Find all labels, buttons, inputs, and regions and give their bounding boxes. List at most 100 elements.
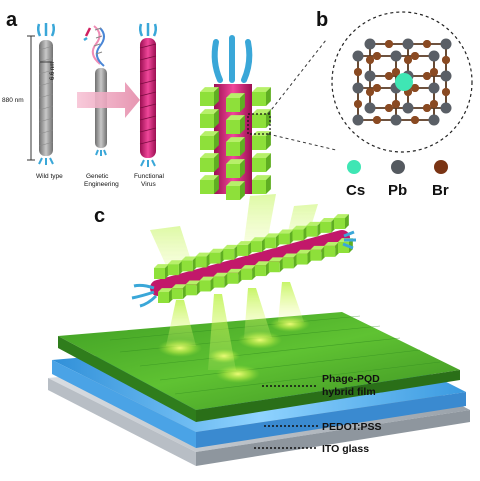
pqd-cube bbox=[226, 137, 245, 156]
pqd-cube bbox=[292, 225, 308, 241]
br-atom bbox=[373, 52, 381, 60]
br-atom bbox=[430, 68, 438, 76]
pqd-cube bbox=[241, 265, 256, 280]
wild-type-phage: 6.6 nm bbox=[36, 23, 56, 165]
pqd-cube bbox=[209, 248, 225, 264]
pqd-cube bbox=[200, 109, 219, 128]
pqd-cube bbox=[254, 261, 270, 277]
pb-atom bbox=[428, 82, 440, 94]
pqd-cube bbox=[227, 268, 243, 284]
pqd-cube bbox=[181, 256, 197, 272]
pqd-cube bbox=[268, 257, 284, 273]
pb-atom bbox=[440, 70, 452, 82]
pb-atom bbox=[352, 50, 364, 62]
pb-atom bbox=[364, 102, 376, 114]
pb-atom bbox=[352, 82, 364, 94]
panel-b: b Cs Pb Br bbox=[267, 9, 473, 199]
br-atom bbox=[423, 104, 431, 112]
br-atom bbox=[385, 40, 393, 48]
pqd-cube bbox=[296, 249, 312, 265]
pqd-cube bbox=[213, 272, 229, 288]
stage-label-functional: Functional Virus bbox=[134, 173, 165, 188]
width-dimension-label: 6.6 nm bbox=[50, 62, 56, 80]
pqd-cube bbox=[200, 131, 219, 150]
br-atom-icon bbox=[434, 160, 448, 174]
pb-atom-icon bbox=[391, 160, 405, 174]
functional-virus-phage bbox=[138, 23, 158, 167]
panel-a: a 880 nm 6.6 nm bbox=[2, 9, 271, 200]
layer-label-ito: ITO glass bbox=[322, 443, 369, 455]
panel-c: c bbox=[48, 194, 470, 466]
length-dimension-label: 880 nm bbox=[2, 97, 24, 104]
pb-atom bbox=[440, 38, 452, 50]
zoom-box bbox=[247, 113, 271, 135]
br-atom bbox=[373, 84, 381, 92]
element-legend: Cs Pb Br bbox=[346, 160, 449, 199]
pqd-cube bbox=[282, 253, 298, 269]
pqd-cube bbox=[252, 87, 271, 106]
pb-atom bbox=[440, 102, 452, 114]
pb-atom bbox=[390, 114, 402, 126]
pb-atom bbox=[390, 50, 402, 62]
pqd-cube bbox=[252, 131, 271, 150]
pqd-cube bbox=[334, 214, 349, 229]
panel-label-c: c bbox=[94, 205, 105, 227]
cs-atom bbox=[395, 73, 413, 91]
br-atom bbox=[373, 116, 381, 124]
br-atom bbox=[423, 72, 431, 80]
pqd-cube bbox=[158, 288, 173, 303]
pqd-cube bbox=[237, 241, 252, 256]
pb-atom bbox=[428, 50, 440, 62]
br-atom bbox=[411, 84, 419, 92]
phage-pqd-hybrid bbox=[131, 214, 356, 308]
pqd-cube bbox=[252, 109, 271, 128]
br-atom bbox=[354, 100, 362, 108]
br-atom bbox=[423, 40, 431, 48]
pqd-cube bbox=[310, 245, 326, 261]
pqd-cube bbox=[200, 87, 219, 106]
phage-pqd-zoom bbox=[200, 35, 271, 200]
pqd-cube bbox=[320, 217, 336, 233]
pqd-cube bbox=[154, 264, 169, 279]
pb-atom bbox=[352, 114, 364, 126]
genetic-engineering-strand bbox=[77, 25, 140, 156]
br-atom bbox=[411, 116, 419, 124]
pb-atom bbox=[364, 70, 376, 82]
pqd-cube bbox=[195, 252, 211, 268]
pqd-cube bbox=[250, 237, 266, 253]
cspbbr3-lattice bbox=[352, 38, 452, 126]
legend-pb: Pb bbox=[388, 182, 407, 199]
br-atom bbox=[385, 104, 393, 112]
process-arrow bbox=[77, 82, 140, 118]
br-atom bbox=[442, 56, 450, 64]
panel-label-b: b bbox=[316, 9, 328, 31]
pqd-cube bbox=[199, 276, 215, 292]
br-atom bbox=[392, 100, 400, 108]
stage-label-wild-type: Wild type bbox=[36, 173, 63, 180]
pqd-cube bbox=[200, 153, 219, 172]
pqd-cube bbox=[185, 280, 201, 296]
pqd-cube bbox=[226, 93, 245, 112]
pqd-cube bbox=[306, 221, 322, 237]
br-atom bbox=[411, 52, 419, 60]
cs-atom-icon bbox=[347, 160, 361, 174]
pqd-cube bbox=[200, 175, 219, 194]
pqd-cube bbox=[171, 284, 187, 300]
phage-pqd-film-layer bbox=[58, 312, 460, 410]
pqd-cube bbox=[226, 159, 245, 178]
layer-label-film: Phage-PQD hybrid film bbox=[322, 373, 380, 398]
layer-label-pedot: PEDOT:PSS bbox=[322, 421, 382, 433]
br-atom bbox=[366, 88, 374, 96]
pqd-cube bbox=[278, 229, 294, 245]
stage-label-genetic: Genetic Engineering bbox=[84, 173, 119, 188]
pb-atom bbox=[428, 114, 440, 126]
pqd-cube bbox=[226, 181, 245, 200]
legend-br: Br bbox=[432, 182, 449, 199]
br-atom bbox=[430, 100, 438, 108]
legend-cs: Cs bbox=[346, 182, 365, 199]
panel-label-a: a bbox=[6, 9, 18, 31]
br-atom bbox=[366, 56, 374, 64]
pb-atom bbox=[364, 38, 376, 50]
pqd-cube bbox=[226, 115, 245, 134]
